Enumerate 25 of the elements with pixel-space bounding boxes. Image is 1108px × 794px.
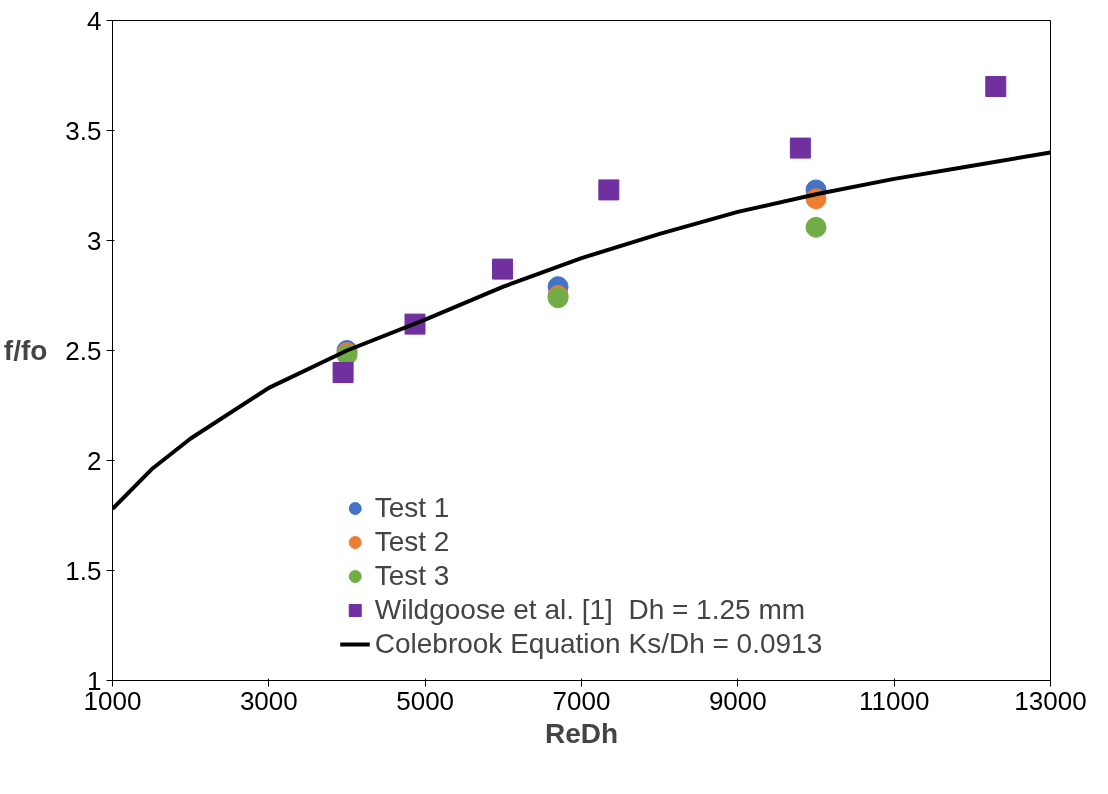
y-tick-label: 1.5	[65, 555, 102, 586]
x-tick-label: 5000	[396, 685, 455, 716]
point	[332, 362, 354, 383]
x-tick-label: 3000	[239, 685, 298, 716]
point	[492, 258, 514, 280]
y-tick-label: 2	[87, 445, 102, 476]
y-tick-label: 3	[87, 225, 102, 256]
point	[598, 179, 620, 201]
legend-label: Test 2	[374, 526, 450, 558]
legend-label: Wildgoose et al. [1] Dh = 1.25 mm	[374, 594, 806, 626]
x-tick-label: 11000	[858, 685, 930, 716]
y-tick-label: 4	[87, 5, 102, 36]
x-tick-label: 9000	[708, 685, 767, 716]
legend-label: Test 3	[374, 560, 450, 592]
point	[789, 137, 811, 159]
point	[985, 76, 1007, 97]
legend-label: Test 1	[374, 492, 450, 524]
x-tick-label: 13000	[1014, 685, 1087, 716]
x-tick-label: 7000	[552, 685, 611, 716]
x-axis-title: ReDh	[544, 717, 619, 749]
y-tick-label: 2.5	[65, 335, 102, 366]
y-tick-label: 3.5	[65, 115, 102, 146]
point	[805, 216, 827, 238]
y-axis-title: f/fo	[3, 335, 48, 366]
legend-label: Colebrook Equation Ks/Dh = 0.0913	[374, 628, 823, 660]
